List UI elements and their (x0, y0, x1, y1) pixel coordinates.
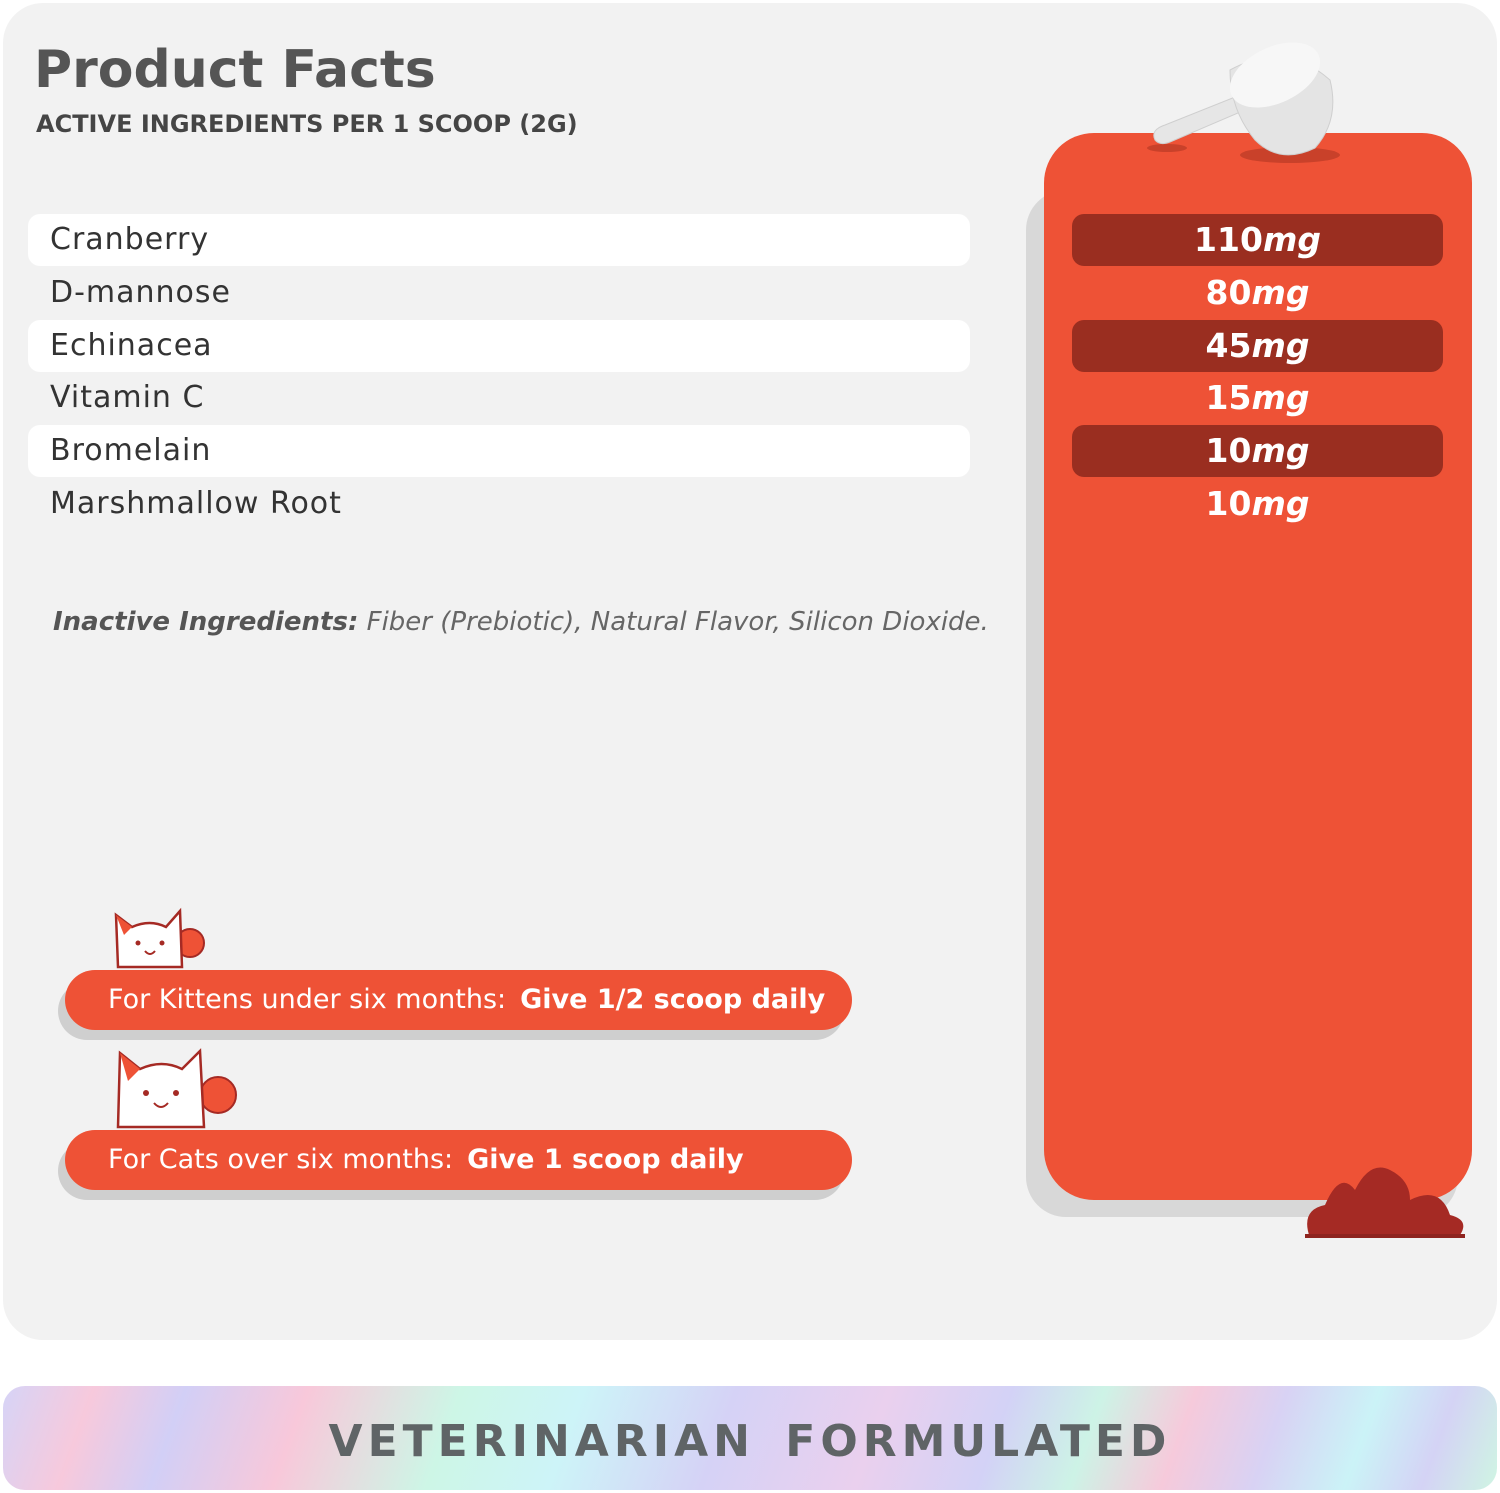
amount-value: 110 (1194, 220, 1263, 259)
ingredient-name: Cranberry (50, 222, 210, 257)
amount-value: 15 (1205, 378, 1252, 417)
amount-unit: mg (1251, 326, 1310, 365)
ingredient-name: Vitamin C (50, 380, 205, 415)
ingredient-row: Vitamin C (28, 372, 970, 424)
ingredient-row: Cranberry (28, 214, 970, 266)
amount-pill: 45mg (1072, 320, 1443, 372)
dosage-kittens: For Kittens under six months: Give 1/2 sc… (65, 970, 852, 1030)
kitten-icon (114, 907, 205, 969)
ingredient-row: Echinacea (28, 320, 970, 372)
ingredient-name: Echinacea (50, 328, 213, 363)
amount-value: 80 (1205, 273, 1252, 312)
ingredient-name: D-mannose (50, 275, 232, 310)
ingredient-row: Bromelain (28, 425, 970, 477)
amount-pill: 10mg (1072, 478, 1443, 530)
scoop-icon (1147, 42, 1340, 163)
amount-unit: mg (1262, 220, 1321, 259)
ingredient-name: Marshmallow Root (50, 486, 342, 521)
amount-value: 10 (1205, 431, 1252, 470)
dosage-label: For Cats over six months: (108, 1144, 454, 1175)
amount-unit: mg (1251, 378, 1310, 417)
dosage-cats: For Cats over six months: Give 1 scoop da… (65, 1130, 852, 1190)
inactive-ingredients: Inactive Ingredients: Fiber (Prebiotic),… (53, 607, 989, 637)
banner-text: VETERINARIAN FORMULATED (328, 1416, 1172, 1467)
amount-panel (1044, 133, 1472, 1200)
cat-icon (116, 1048, 237, 1129)
dosage-amount: Give 1/2 scoop daily (520, 984, 826, 1015)
amount-pill: 15mg (1072, 372, 1443, 424)
amount-value: 10 (1205, 484, 1252, 523)
amount-unit: mg (1251, 431, 1310, 470)
amount-unit: mg (1251, 273, 1310, 312)
ingredient-name: Bromelain (50, 433, 212, 468)
amount-pill: 80mg (1072, 267, 1443, 319)
amount-pill: 110mg (1072, 214, 1443, 266)
inactive-label: Inactive Ingredients: (53, 607, 359, 637)
page-subtitle: ACTIVE INGREDIENTS PER 1 SCOOP (2G) (36, 110, 578, 138)
amount-unit: mg (1251, 484, 1310, 523)
ingredient-row: Marshmallow Root (28, 478, 970, 530)
ingredient-row: D-mannose (28, 267, 970, 319)
plant-icon (1305, 1167, 1465, 1238)
dosage-label: For Kittens under six months: (108, 984, 507, 1015)
amount-value: 45 (1205, 326, 1252, 365)
veterinarian-banner: VETERINARIAN FORMULATED (3, 1386, 1497, 1490)
dosage-amount: Give 1 scoop daily (467, 1144, 744, 1175)
amount-pill: 10mg (1072, 425, 1443, 477)
inactive-text: Fiber (Prebiotic), Natural Flavor, Silic… (366, 607, 989, 637)
page-title: Product Facts (34, 40, 436, 100)
